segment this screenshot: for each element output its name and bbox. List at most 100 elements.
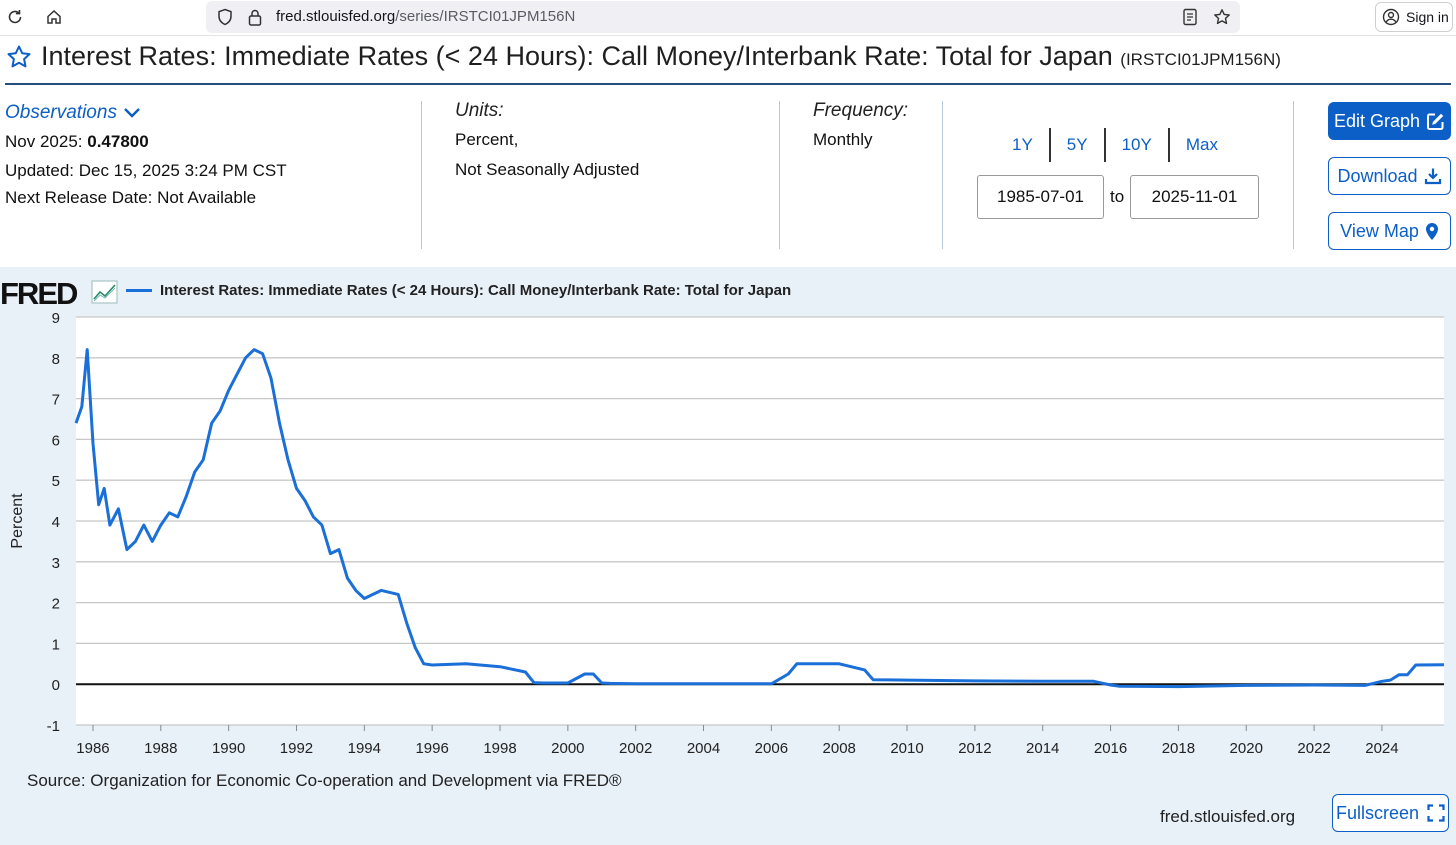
edit-icon	[1427, 113, 1444, 130]
x-tick-label: 2004	[687, 740, 720, 757]
bookmark-star-icon[interactable]	[1212, 7, 1232, 27]
shield-icon[interactable]	[215, 7, 235, 27]
edit-graph-button[interactable]: Edit Graph	[1328, 102, 1451, 140]
x-tick-label: 1990	[212, 740, 245, 757]
x-tick-label: 2000	[551, 740, 584, 757]
page-title: Interest Rates: Immediate Rates (< 24 Ho…	[41, 41, 1281, 72]
download-label: Download	[1337, 165, 1418, 186]
y-axis-label: Percent	[9, 493, 26, 549]
y-tick-label: 3	[52, 555, 60, 572]
browser-toolbar: fred.stlouisfed.org/series/IRSTCI01JPM15…	[0, 0, 1456, 36]
x-tick-label: 2018	[1162, 740, 1195, 757]
start-date-input[interactable]: 1985-07-01	[977, 175, 1104, 219]
series-title: Interest Rates: Immediate Rates (< 24 Ho…	[41, 41, 1113, 71]
divider	[942, 101, 943, 249]
x-tick-label: 2014	[1026, 740, 1059, 757]
x-tick-label: 2012	[958, 740, 991, 757]
x-tick-label: 2016	[1094, 740, 1127, 757]
download-icon	[1424, 168, 1441, 185]
divider	[1293, 101, 1294, 249]
header-divider	[5, 83, 1451, 85]
y-tick-label: 7	[52, 392, 60, 409]
sign-in-button[interactable]: Sign in	[1375, 2, 1453, 32]
sign-in-label: Sign in	[1406, 9, 1449, 25]
observations-link[interactable]: Observations	[5, 102, 141, 124]
edit-graph-label: Edit Graph	[1333, 110, 1421, 131]
download-button[interactable]: Download	[1328, 157, 1451, 195]
legend-label: Interest Rates: Immediate Rates (< 24 Ho…	[160, 282, 792, 299]
x-tick-label: 2022	[1297, 740, 1330, 757]
divider	[779, 101, 780, 249]
y-tick-label: 6	[52, 432, 60, 449]
updated-text: Updated: Dec 15, 2025 3:24 PM CST	[5, 161, 287, 180]
url-host: fred.stlouisfed.org	[276, 8, 396, 25]
x-tick-label: 2010	[890, 740, 923, 757]
x-tick-label: 2006	[755, 740, 788, 757]
reader-view-icon[interactable]	[1180, 7, 1200, 27]
range-10y-button[interactable]: 10Y	[1106, 128, 1170, 162]
y-tick-label: 4	[52, 514, 60, 531]
fred-site-label: fred.stlouisfed.org	[1160, 807, 1296, 826]
url-text[interactable]: fred.stlouisfed.org/series/IRSTCI01JPM15…	[276, 8, 575, 25]
x-tick-label: 1996	[415, 740, 448, 757]
lock-icon[interactable]	[245, 7, 265, 27]
frequency-heading: Frequency:	[813, 100, 909, 121]
chart-type-icon[interactable]	[91, 280, 118, 304]
end-date-input[interactable]: 2025-11-01	[1130, 175, 1259, 219]
fred-logo[interactable]: FRED	[0, 276, 78, 311]
y-tick-label: 2	[52, 596, 60, 613]
latest-date: Nov 2025:	[5, 132, 83, 151]
favorite-star-icon[interactable]	[6, 44, 32, 75]
units-label: Units:	[455, 100, 504, 122]
fullscreen-button[interactable]: Fullscreen	[1332, 794, 1449, 832]
map-pin-icon	[1425, 222, 1438, 240]
y-tick-label: 0	[52, 677, 60, 694]
legend-swatch	[126, 289, 152, 292]
date-to-label: to	[1110, 187, 1125, 206]
view-map-button[interactable]: View Map	[1328, 212, 1451, 250]
units-line1: Percent,	[455, 130, 519, 149]
y-tick-label: -1	[47, 718, 60, 735]
chart-legend: Interest Rates: Immediate Rates (< 24 Ho…	[126, 282, 791, 299]
series-line	[74, 348, 1445, 689]
address-bar[interactable]: fred.stlouisfed.org/series/IRSTCI01JPM15…	[206, 1, 1240, 33]
next-release-text: Next Release Date: Not Available	[5, 188, 257, 207]
series-header: Interest Rates: Immediate Rates (< 24 Ho…	[0, 38, 1456, 82]
y-tick-label: 5	[52, 473, 60, 490]
observations-toggle[interactable]: Observations	[5, 102, 141, 124]
account-icon	[1382, 8, 1400, 26]
range-selector: 1Y 5Y 10Y Max	[996, 128, 1234, 162]
latest-observation: Nov 2025: 0.47800	[5, 132, 149, 152]
x-tick-label: 2008	[823, 740, 856, 757]
x-tick-label: 1994	[348, 740, 381, 757]
x-tick-label: 1992	[280, 740, 313, 757]
range-1y-button[interactable]: 1Y	[996, 128, 1051, 162]
home-icon[interactable]	[42, 6, 66, 28]
x-tick-label: 1988	[144, 740, 177, 757]
range-max-button[interactable]: Max	[1185, 135, 1218, 154]
reload-icon[interactable]	[3, 6, 27, 28]
units-line2: Not Seasonally Adjusted	[455, 160, 640, 179]
observations-label: Observations	[5, 102, 117, 123]
fullscreen-icon	[1427, 804, 1445, 822]
view-map-label: View Map	[1340, 220, 1419, 241]
url-path: /series/IRSTCI01JPM156N	[395, 8, 576, 25]
source-note: Source: Organization for Economic Co-ope…	[27, 771, 622, 790]
y-tick-label: 9	[52, 310, 60, 327]
y-tick-label: 8	[52, 351, 60, 368]
x-tick-label: 1998	[483, 740, 516, 757]
frequency-value: Monthly	[813, 130, 873, 149]
x-tick-label: 2020	[1230, 740, 1263, 757]
units-heading: Units:	[455, 100, 504, 121]
frequency-label: Frequency:	[813, 100, 908, 122]
x-tick-label: 1986	[76, 740, 109, 757]
x-tick-label: 2024	[1365, 740, 1398, 757]
range-5y-button[interactable]: 5Y	[1051, 128, 1106, 162]
latest-value: 0.47800	[87, 132, 149, 151]
x-tick-label: 2002	[619, 740, 652, 757]
series-code: (IRSTCI01JPM156N)	[1120, 50, 1281, 69]
chevron-down-icon	[124, 108, 140, 118]
divider	[421, 101, 422, 249]
line-chart[interactable]: 9 8 7 6 5 4 3 2 1 0 -1 1986 1988 1990 1992 1994 1996 1998…	[0, 307, 1456, 767]
y-tick-label: 1	[52, 636, 60, 653]
